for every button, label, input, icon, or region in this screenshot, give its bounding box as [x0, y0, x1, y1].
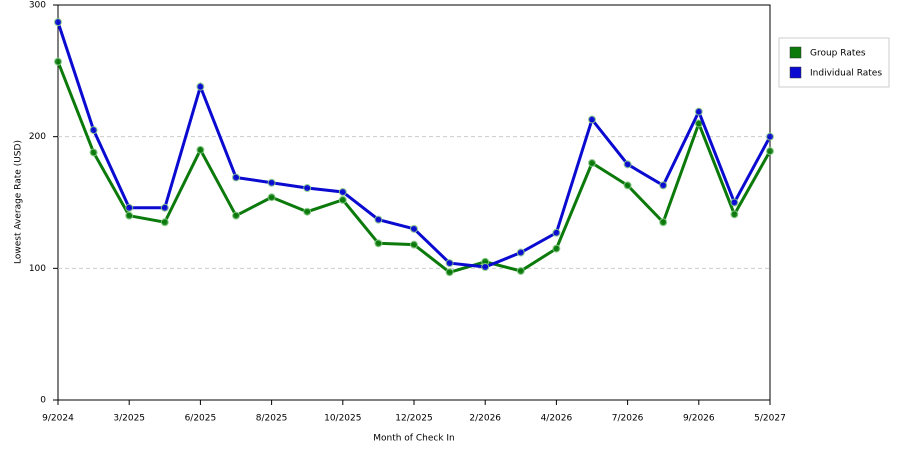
point: [766, 147, 774, 156]
point: [766, 132, 774, 141]
point: [588, 159, 596, 167]
point: [54, 18, 62, 27]
point: [338, 187, 347, 196]
point: [623, 181, 632, 190]
x-tick-label: 9/2026: [683, 414, 715, 424]
point: [303, 184, 312, 193]
point: [516, 266, 525, 275]
point: [196, 82, 205, 91]
point: [125, 203, 134, 212]
x-tick-label: 6/2025: [185, 414, 217, 424]
y-tick-label: 200: [29, 132, 46, 142]
point: [232, 211, 240, 220]
point: [481, 263, 490, 272]
point: [730, 210, 739, 219]
point: [196, 145, 205, 154]
point: [552, 244, 561, 253]
point: [232, 173, 240, 182]
point: [54, 57, 62, 66]
point: [694, 107, 703, 116]
legend-swatch: [789, 66, 802, 79]
point: [659, 181, 668, 190]
y-axis-label: Lowest Average Rate (USD): [14, 140, 24, 264]
x-tick-label: 3/2025: [113, 414, 145, 424]
point: [552, 228, 561, 237]
point: [516, 248, 525, 257]
point: [160, 218, 169, 227]
point: [588, 115, 596, 124]
legend-label: Group Rates: [810, 49, 866, 59]
x-tick-label: 4/2026: [541, 414, 573, 424]
y-tick-label: 300: [29, 1, 46, 11]
point: [160, 203, 169, 212]
point: [410, 224, 418, 233]
y-tick-label: 100: [29, 264, 46, 274]
point: [303, 207, 312, 216]
point: [267, 193, 276, 202]
point: [125, 211, 134, 220]
point: [623, 160, 632, 169]
x-tick-label: 12/2025: [395, 414, 432, 424]
point: [730, 198, 739, 207]
point: [89, 126, 98, 135]
x-axis-label: Month of Check In: [373, 434, 455, 444]
point: [445, 268, 454, 277]
point: [445, 259, 454, 268]
x-tick-label: 5/2027: [754, 414, 786, 424]
plot-area: [57, 4, 771, 401]
point: [374, 239, 383, 248]
x-tick-label: 8/2025: [256, 414, 288, 424]
point: [338, 195, 347, 204]
point: [89, 148, 98, 157]
x-tick-label: 2/2026: [469, 414, 501, 424]
y-tick-label: 0: [40, 396, 46, 406]
legend-swatch: [789, 46, 802, 59]
point: [659, 218, 668, 227]
x-tick-label: 9/2024: [42, 414, 74, 424]
point: [374, 215, 383, 224]
point: [410, 240, 418, 249]
legend-label: Individual Rates: [810, 69, 882, 79]
x-tick-label: 10/2025: [324, 414, 361, 424]
legend: [778, 37, 890, 88]
point: [267, 178, 276, 187]
x-tick-label: 7/2026: [612, 414, 644, 424]
